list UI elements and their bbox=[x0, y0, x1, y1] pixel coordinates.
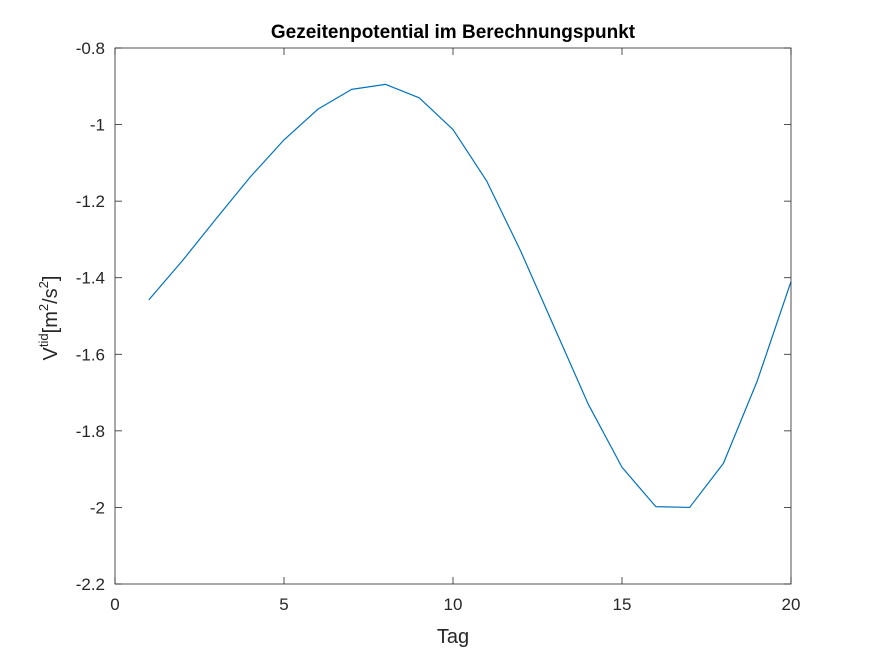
y-tick-label: -1.6 bbox=[76, 345, 105, 364]
y-label-base: V bbox=[40, 346, 62, 360]
plot-area bbox=[115, 48, 791, 584]
x-tick-label: 20 bbox=[782, 595, 801, 614]
series-line bbox=[148, 83, 792, 509]
chart-marks bbox=[148, 83, 792, 509]
y-tick-label: -2 bbox=[90, 498, 105, 517]
x-axis-label: Tag bbox=[437, 626, 469, 648]
x-tick-label: 10 bbox=[444, 595, 463, 614]
y-axis-ticks: -2.2 -2 -1.8 -1.6 -1.4 -1.2 -1 -0.8 bbox=[76, 39, 791, 594]
y-label-superscript: tid bbox=[36, 333, 51, 347]
y-label-unit-sup2: 2 bbox=[36, 281, 51, 288]
y-axis-label: Vtid[m2/s2] bbox=[36, 276, 62, 361]
y-tick-label: -1.2 bbox=[76, 192, 105, 211]
chart-title: Gezeitenpotential im Berechnungspunkt bbox=[271, 22, 636, 43]
y-tick-label: -1 bbox=[90, 116, 105, 135]
y-label-unit-mid: /s bbox=[40, 288, 62, 304]
y-tick-label: -0.8 bbox=[76, 39, 105, 58]
y-tick-label: -1.8 bbox=[76, 422, 105, 441]
y-label-unit-open: [m bbox=[40, 311, 62, 333]
x-tick-label: 0 bbox=[110, 595, 119, 614]
y-label-unit-sup1: 2 bbox=[36, 304, 51, 311]
x-tick-label: 5 bbox=[279, 595, 288, 614]
x-axis-ticks: 0 5 10 15 20 bbox=[110, 48, 800, 614]
y-tick-label: -2.2 bbox=[76, 575, 105, 594]
y-label-unit-close: ] bbox=[40, 276, 62, 282]
y-tick-label: -1.4 bbox=[76, 269, 105, 288]
x-tick-label: 15 bbox=[613, 595, 632, 614]
